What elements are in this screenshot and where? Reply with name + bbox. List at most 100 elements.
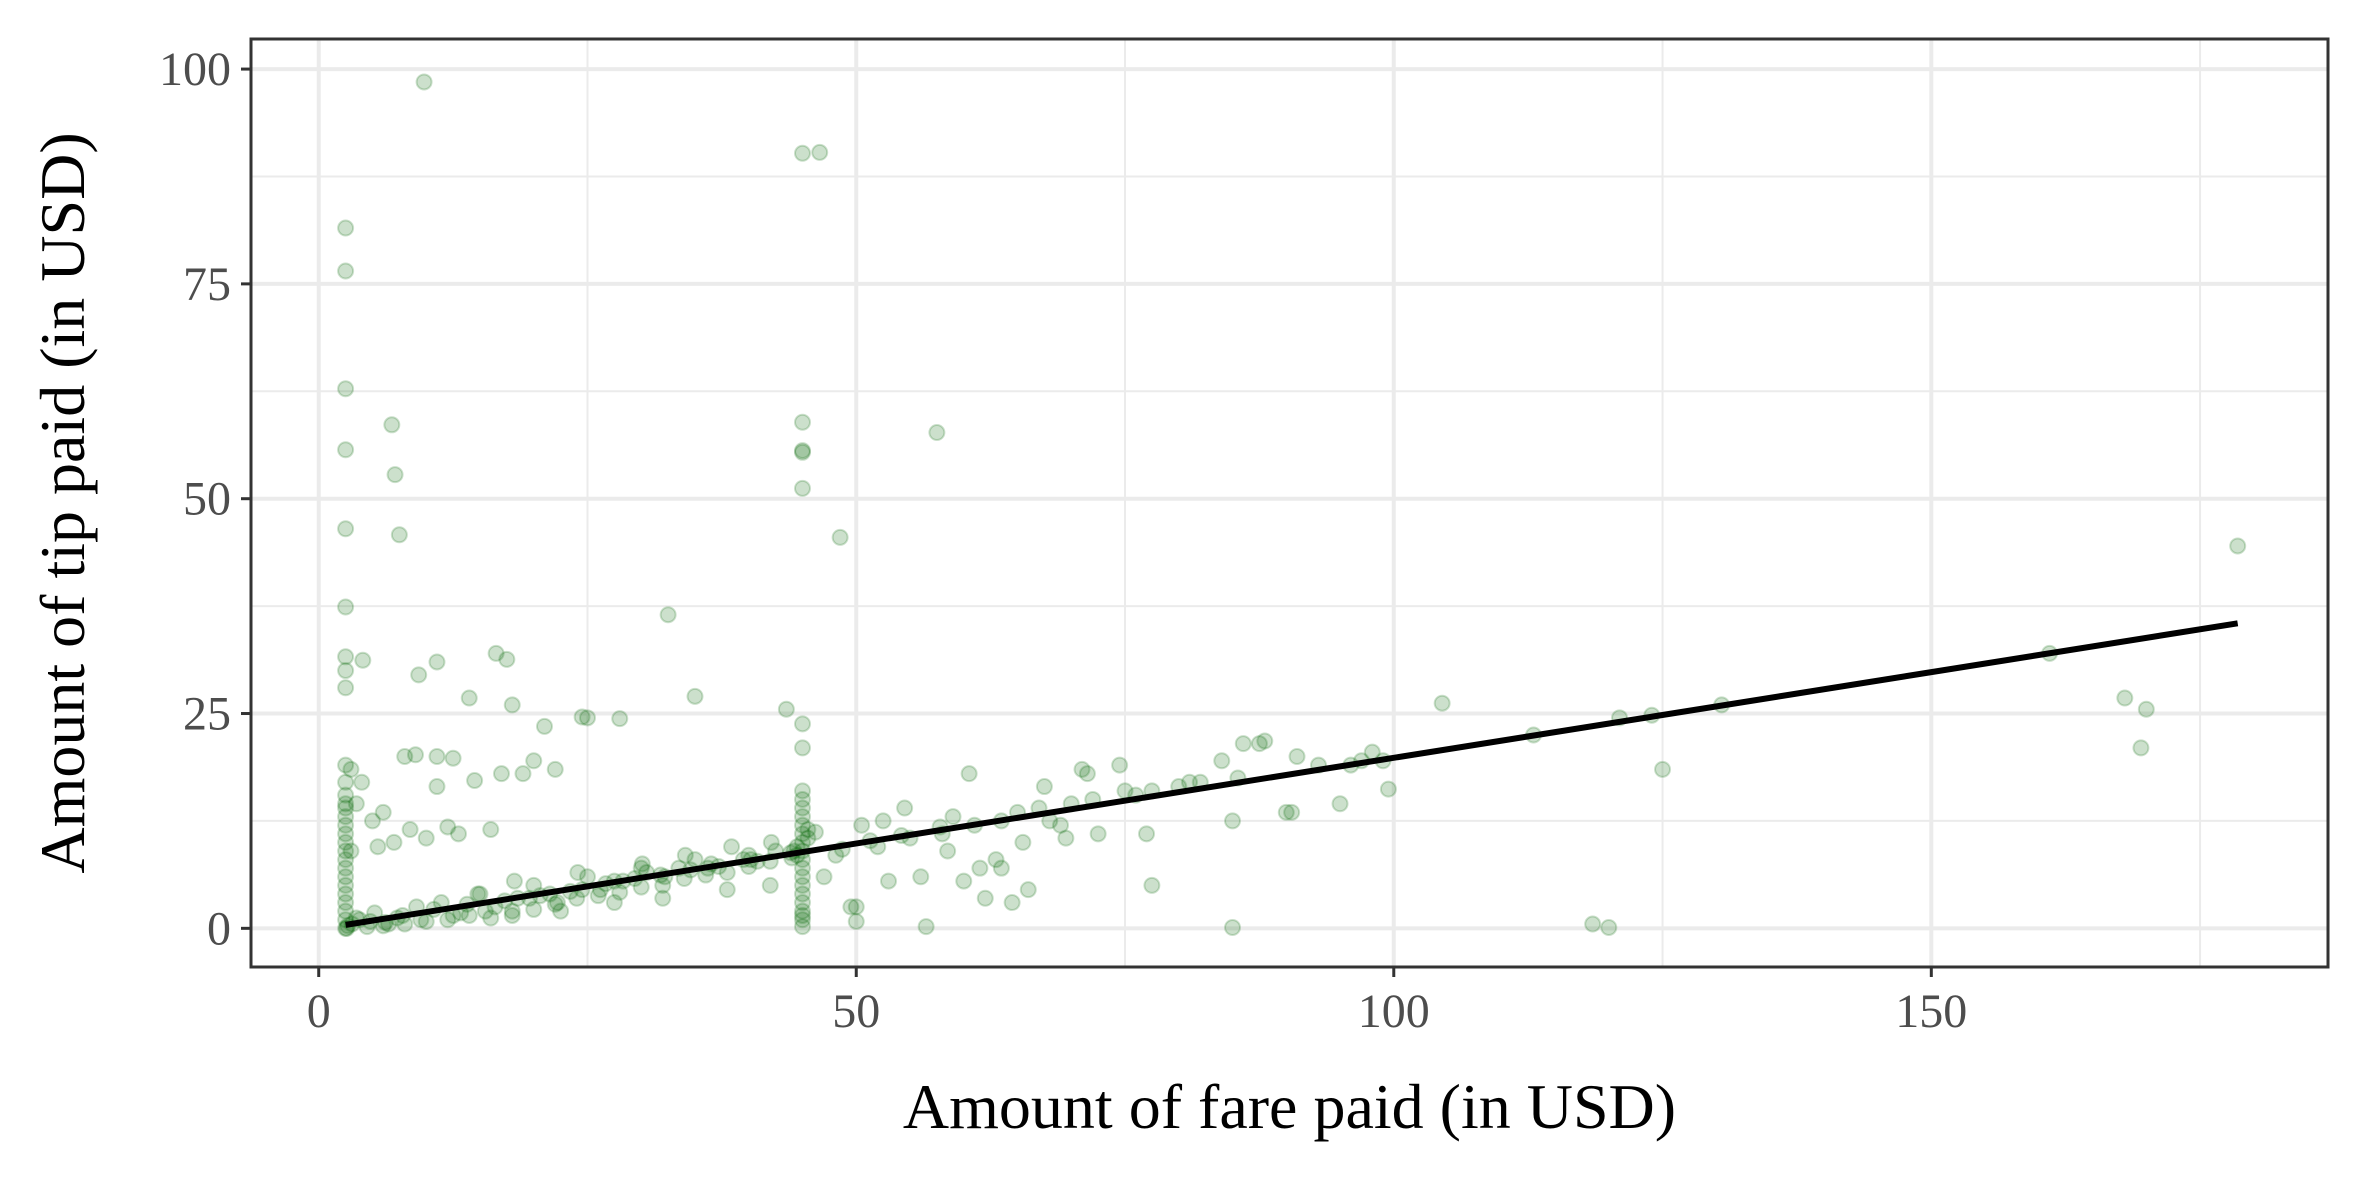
y-tick-label: 100 (159, 43, 231, 96)
data-point (654, 889, 672, 907)
data-point (1035, 778, 1053, 796)
data-point (917, 918, 935, 936)
data-point (794, 859, 812, 877)
data-point (337, 773, 355, 791)
data-point (569, 863, 587, 881)
data-point (847, 898, 865, 916)
data-point (337, 520, 355, 538)
data-point (337, 868, 355, 886)
data-point (337, 825, 355, 843)
data-point (337, 679, 355, 697)
x-tick-label: 100 (1358, 985, 1430, 1038)
data-point (410, 666, 428, 684)
y-axis-title: Amount of tip paid (in USD) (27, 132, 98, 873)
data-point (896, 799, 914, 817)
data-point (1234, 735, 1252, 753)
data-point (1138, 825, 1156, 843)
data-point (342, 760, 360, 778)
data-point (794, 902, 812, 920)
data-point (337, 662, 355, 680)
data-point (337, 598, 355, 616)
data-point (794, 782, 812, 800)
data-point (578, 709, 596, 727)
data-point (1019, 881, 1037, 899)
data-point (794, 911, 812, 929)
data-point (337, 786, 355, 804)
data-point (415, 73, 433, 91)
data-point (2229, 537, 2247, 555)
data-point (794, 443, 812, 461)
data-point (718, 881, 736, 899)
data-point (535, 717, 553, 735)
data-point (573, 708, 591, 726)
data-point (794, 442, 812, 460)
data-point (1250, 735, 1268, 753)
data-point (794, 739, 812, 757)
data-point (337, 441, 355, 459)
data-point (439, 911, 457, 929)
data-point (794, 790, 812, 808)
data-point (794, 816, 812, 834)
data-point (460, 906, 478, 924)
data-point (337, 859, 355, 877)
data-point (482, 909, 500, 927)
data-point (632, 878, 650, 896)
fit-line-layer (345, 620, 2239, 928)
regression-line (345, 620, 2239, 928)
data-point (761, 876, 779, 894)
x-axis-title: Amount of fare paid (in USD) (903, 1071, 1676, 1142)
data-point (1143, 876, 1161, 894)
data-point (794, 825, 812, 843)
data-point (1600, 918, 1618, 936)
data-point (880, 872, 898, 890)
data-point (794, 918, 812, 936)
data-point (337, 799, 355, 817)
data-point (811, 143, 829, 161)
data-point (417, 829, 435, 847)
data-point (928, 424, 946, 442)
data-point (374, 803, 392, 821)
data-point (337, 262, 355, 280)
data-point (503, 696, 521, 714)
data-point (337, 648, 355, 666)
data-point (723, 838, 741, 856)
y-tick-label: 50 (183, 473, 231, 526)
data-point (944, 808, 962, 826)
data-point (363, 812, 381, 830)
data-point (505, 872, 523, 890)
data-point (337, 842, 355, 860)
data-point (385, 833, 403, 851)
data-point (654, 876, 672, 894)
data-point (2137, 700, 2155, 718)
data-point (383, 416, 401, 434)
data-point (659, 606, 677, 624)
data-point (487, 644, 505, 662)
y-tick-label: 0 (207, 902, 231, 955)
data-point (347, 795, 365, 813)
data-point (842, 898, 860, 916)
data-point (406, 746, 424, 764)
data-point (799, 821, 817, 839)
data-point (492, 765, 510, 783)
data-point (794, 479, 812, 497)
data-point (777, 700, 795, 718)
data-point (794, 413, 812, 431)
data-point (676, 846, 694, 864)
data-point (498, 650, 516, 668)
y-tick-label: 25 (183, 688, 231, 741)
data-point (482, 821, 500, 839)
data-point (992, 859, 1010, 877)
data-point (794, 885, 812, 903)
data-point (960, 765, 978, 783)
data-point (337, 756, 355, 774)
data-point (337, 851, 355, 869)
data-point (552, 902, 570, 920)
data-point (337, 902, 355, 920)
data-point (794, 144, 812, 162)
data-point (444, 749, 462, 767)
data-point (354, 651, 372, 669)
data-point (417, 912, 435, 930)
data-point (460, 689, 478, 707)
data-point (847, 912, 865, 930)
